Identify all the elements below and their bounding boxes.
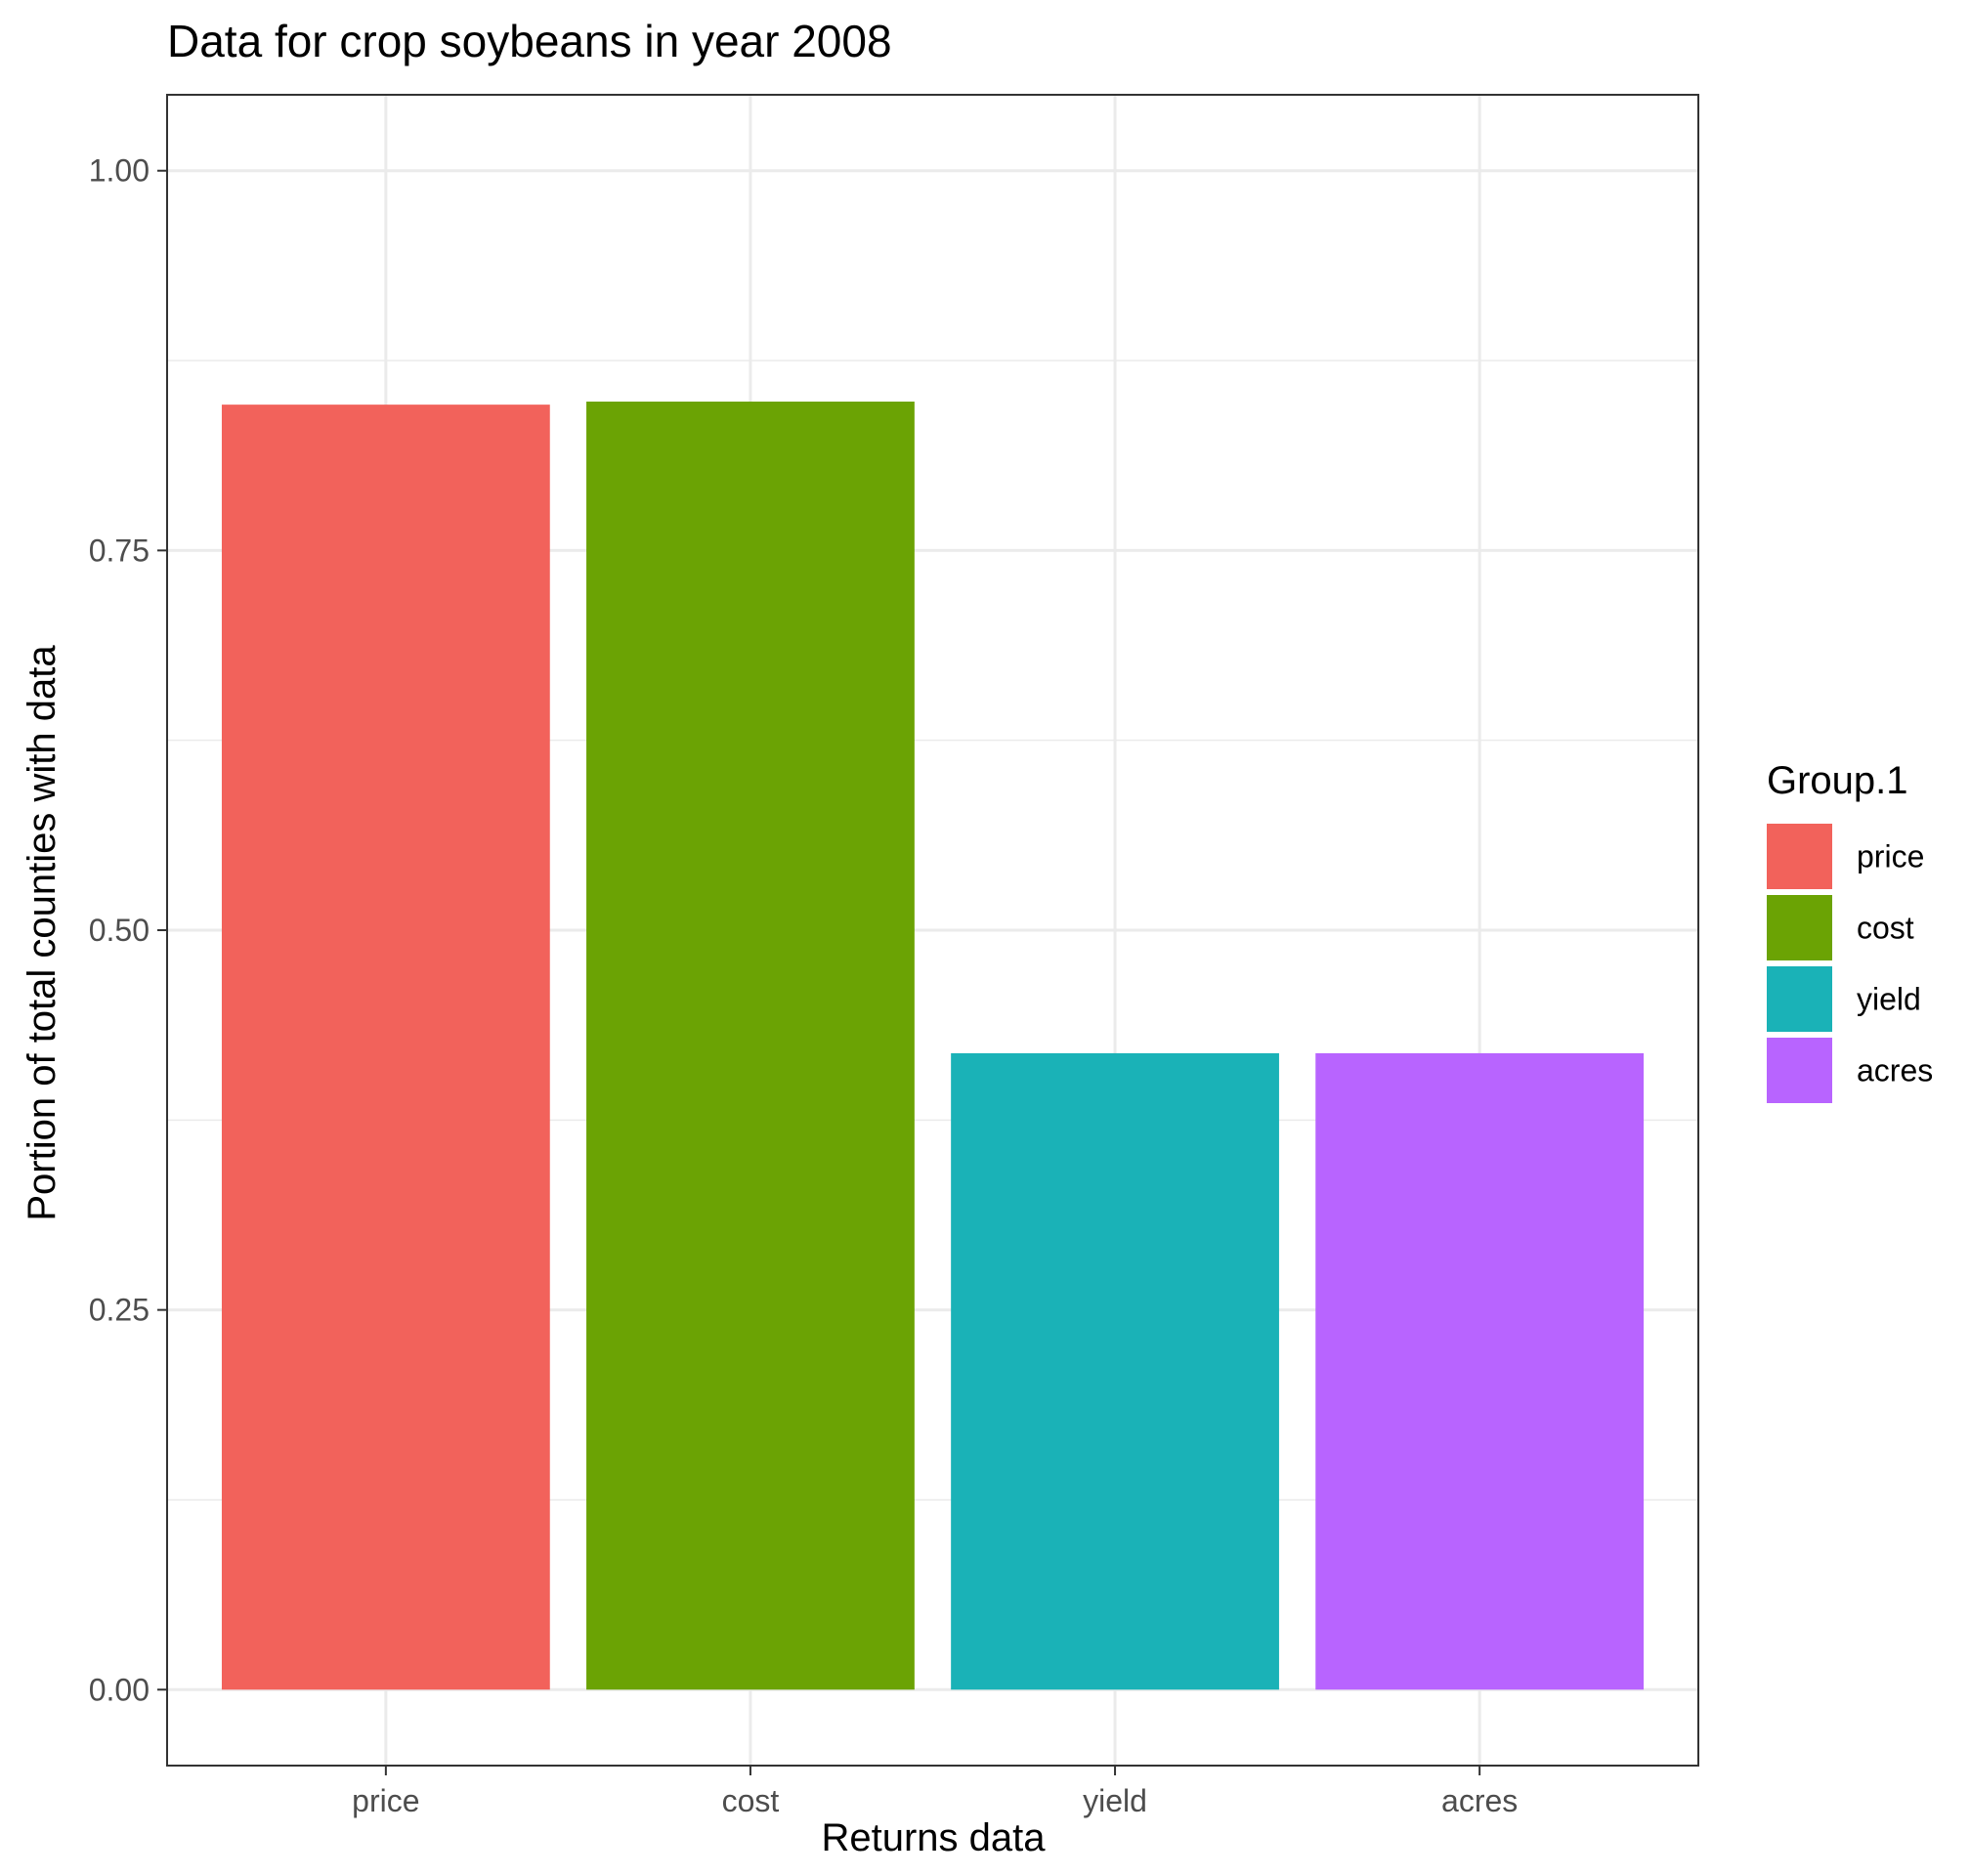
legend-label-cost: cost [1857, 911, 1914, 946]
legend-label-price: price [1857, 839, 1924, 874]
legend-key-cost [1767, 895, 1832, 960]
bar-price [221, 405, 550, 1690]
y-tick-label: 0.75 [89, 533, 150, 568]
x-tick-label-yield: yield [1083, 1783, 1147, 1818]
legend-key-acres [1767, 1038, 1832, 1103]
x-axis-title: Returns data [821, 1816, 1046, 1859]
legend-key-price [1767, 824, 1832, 889]
chart-title: Data for crop soybeans in year 2008 [167, 16, 892, 66]
legend-title: Group.1 [1767, 759, 1908, 802]
x-tick-label-price: price [352, 1783, 419, 1818]
legend-items: price cost yield acres [1767, 824, 1933, 1103]
bar-acres [1315, 1052, 1645, 1690]
y-axis-title: Portion of total counties with data [21, 645, 64, 1221]
legend: Group.1 price cost yield acres [1767, 759, 1933, 1103]
bar-cost [586, 402, 915, 1690]
y-axis: 0.00 0.25 0.50 0.75 1.00 [89, 153, 167, 1707]
y-tick-label: 0.50 [89, 913, 150, 948]
x-tick-label-cost: cost [722, 1783, 780, 1818]
legend-key-yield [1767, 966, 1832, 1032]
y-tick-label: 1.00 [89, 153, 150, 189]
bars [221, 402, 1645, 1690]
y-tick-label: 0.00 [89, 1672, 150, 1707]
y-tick-label: 0.25 [89, 1293, 150, 1328]
legend-label-yield: yield [1857, 982, 1921, 1017]
bar-yield [951, 1052, 1279, 1690]
legend-label-acres: acres [1857, 1053, 1933, 1088]
x-axis: price cost yield acres [352, 1766, 1518, 1818]
x-tick-label-acres: acres [1441, 1783, 1518, 1818]
